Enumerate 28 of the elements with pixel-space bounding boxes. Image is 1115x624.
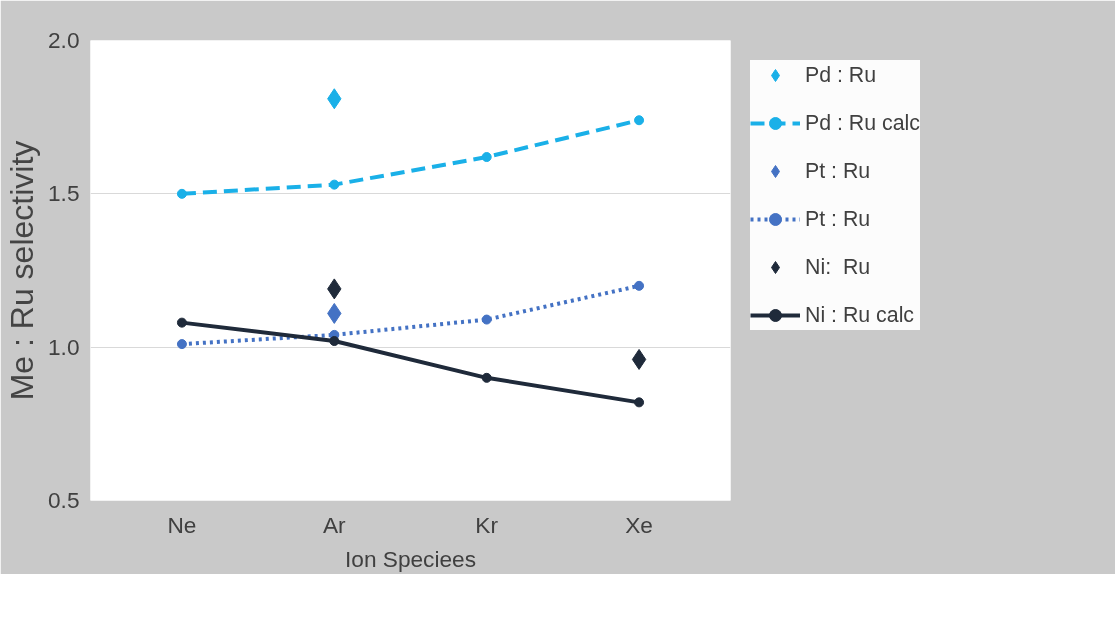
y-axis-title: Me : Ru selectivity [4, 140, 40, 401]
x-tick-label: Xe [625, 511, 653, 538]
point [481, 372, 492, 383]
point [176, 317, 187, 328]
point [634, 115, 645, 126]
y-tick-label: 2.0 [48, 27, 80, 53]
legend-label: Pd : Ru [805, 62, 877, 88]
point [329, 179, 340, 190]
x-tick-label: Kr [475, 511, 499, 538]
point [176, 339, 187, 350]
point [481, 314, 492, 325]
legend-label: Ni: Ru [805, 254, 871, 280]
y-tick-label: 1.5 [48, 180, 80, 207]
x-tick-label: Ne [167, 511, 197, 538]
legend-label: Pd : Ru calc [805, 110, 920, 136]
x-axis-title: Ion Speciees [345, 545, 476, 572]
point [634, 280, 645, 291]
legend-label: Pt : Ru [805, 158, 871, 184]
point [481, 152, 492, 163]
legend-label: Ni : Ru calc [805, 302, 915, 328]
point [176, 188, 187, 199]
y-tick-label: 1.0 [48, 333, 80, 360]
point [631, 348, 647, 370]
legend-label: Pt : Ru [805, 206, 871, 232]
point [634, 397, 645, 408]
y-tick-label: 0.5 [48, 487, 80, 513]
x-tick-label: Ar [322, 511, 347, 538]
point [329, 336, 340, 347]
